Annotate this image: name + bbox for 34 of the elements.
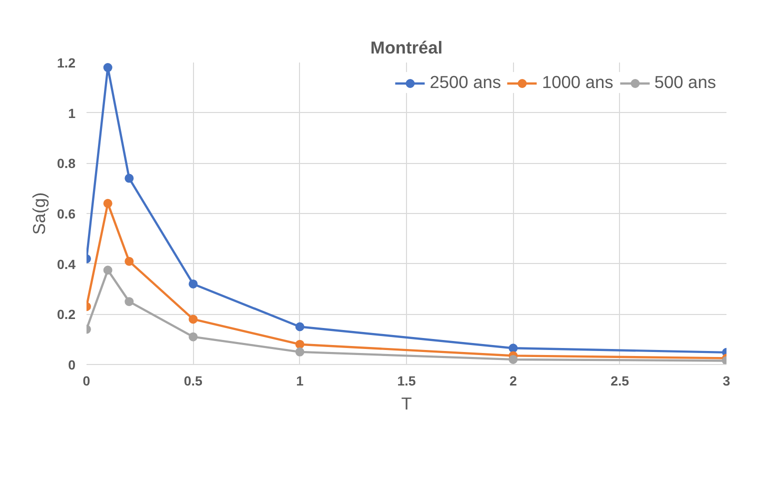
point xyxy=(124,256,134,266)
point xyxy=(508,354,518,364)
legend-label: 500 ans xyxy=(654,72,716,93)
y-tick-label: 0.4 xyxy=(56,256,76,272)
y-axis-title: Sa(g) xyxy=(28,192,49,235)
point xyxy=(295,347,304,356)
chart-title: Montréal xyxy=(370,38,443,58)
point xyxy=(103,266,112,275)
point xyxy=(124,174,134,183)
legend-label: 1000 ans xyxy=(542,72,614,93)
point xyxy=(103,198,112,208)
point xyxy=(103,63,112,72)
y-tick-label: 0 xyxy=(68,358,76,372)
y-tick-label: 1.2 xyxy=(56,56,76,70)
x-tick-label: 1.5 xyxy=(397,374,416,388)
x-tick-label: 2 xyxy=(509,374,517,388)
x-tick-label: 0.5 xyxy=(184,374,204,388)
x-axis-title: T xyxy=(401,394,412,414)
point xyxy=(188,279,198,288)
point xyxy=(508,344,518,353)
x-tick-label: 1 xyxy=(296,374,304,388)
point xyxy=(188,314,198,324)
point xyxy=(188,332,198,342)
y-tick-label: 0.8 xyxy=(56,156,76,172)
point xyxy=(295,340,304,349)
y-tick-label: 0.6 xyxy=(56,206,76,222)
point xyxy=(295,322,304,332)
point xyxy=(124,297,134,306)
x-tick-label: 2.5 xyxy=(610,374,630,388)
x-tick-label: 3 xyxy=(722,374,730,388)
legend-label: 2500 ans xyxy=(430,72,502,93)
y-tick-label: 0.2 xyxy=(56,307,76,322)
x-tick-label: 0 xyxy=(82,374,90,388)
y-tick-label: 1 xyxy=(68,106,76,121)
